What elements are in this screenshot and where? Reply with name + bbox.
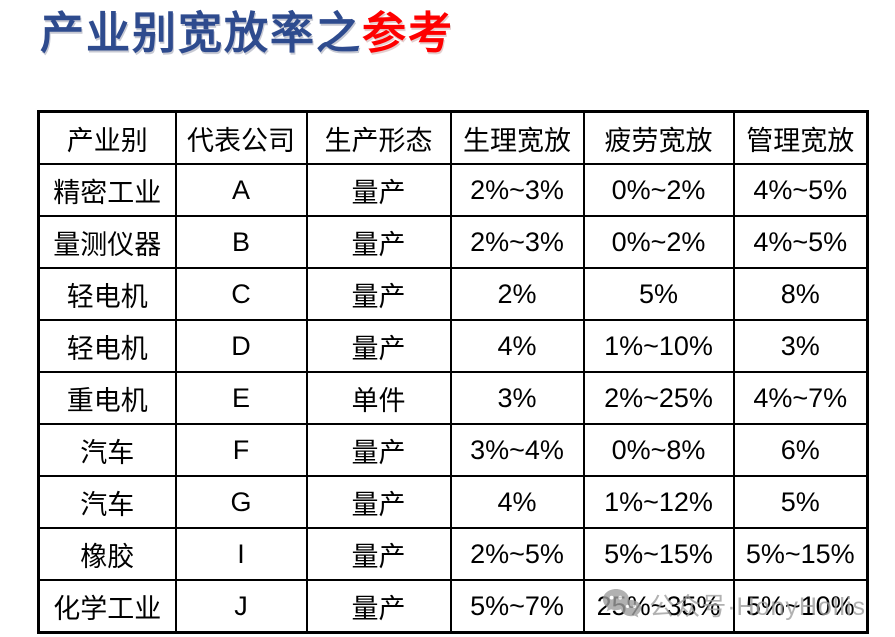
table-row: 重电机 E 单件 3% 2%~25% 4%~7% (37, 371, 869, 425)
table-cell: F (174, 423, 308, 477)
table-cell: 1%~10% (582, 319, 735, 373)
table-cell: 重电机 (37, 371, 177, 425)
table-row: 汽车 F 量产 3%~4% 0%~8% 6% (37, 423, 869, 477)
page-title-red-part: 参考 (362, 9, 454, 58)
table-cell: 2%~5% (449, 527, 585, 581)
table-row: 精密工业 A 量产 2%~3% 0%~2% 4%~5% (37, 163, 869, 217)
table-cell: A (174, 163, 308, 217)
header-cell: 疲劳宽放 (582, 110, 735, 165)
table-cell: 5%~10% (732, 579, 869, 634)
table-cell: 单件 (305, 371, 452, 425)
header-cell: 管理宽放 (732, 110, 869, 165)
table-cell: 5% (732, 475, 869, 529)
table-cell: 量产 (305, 423, 452, 477)
table-cell: 0%~2% (582, 215, 735, 269)
table-row: 橡胶 I 量产 2%~5% 5%~15% 5%~15% (37, 527, 869, 581)
table-header-row: 产业别 代表公司 生产形态 生理宽放 疲劳宽放 管理宽放 (37, 110, 869, 165)
table-row: 轻电机 C 量产 2% 5% 8% (37, 267, 869, 321)
table-cell: 3%~4% (449, 423, 585, 477)
table-cell: C (174, 267, 308, 321)
table-cell: 4%~5% (732, 163, 869, 217)
table-cell: 2%~3% (449, 163, 585, 217)
page-title: 产业别宽放率之参考 (40, 6, 454, 62)
table-cell: 6% (732, 423, 869, 477)
table-cell: 量产 (305, 527, 452, 581)
table-cell: 汽车 (37, 423, 177, 477)
table-cell: 2% (449, 267, 585, 321)
table-cell: 1%~12% (582, 475, 735, 529)
header-cell: 产业别 (37, 110, 177, 165)
table-cell: 量测仪器 (37, 215, 177, 269)
table-cell: 4% (449, 475, 585, 529)
table-cell: B (174, 215, 308, 269)
table-cell: 3% (449, 371, 585, 425)
table-cell: 量产 (305, 163, 452, 217)
table-cell: 量产 (305, 267, 452, 321)
table-cell: 4%~7% (732, 371, 869, 425)
table-cell: 5%~7% (449, 579, 585, 634)
table-cell: D (174, 319, 308, 373)
page-title-blue-part: 产业别宽放率之 (40, 9, 362, 58)
table-cell: 量产 (305, 579, 452, 634)
table-row: 汽车 G 量产 4% 1%~12% 5% (37, 475, 869, 529)
header-cell: 生产形态 (305, 110, 452, 165)
table-cell: 量产 (305, 319, 452, 373)
table-cell: J (174, 579, 308, 634)
table-cell: 5%~15% (582, 527, 735, 581)
table-cell: 3% (732, 319, 869, 373)
table-cell: 橡胶 (37, 527, 177, 581)
table-cell: 2%~3% (449, 215, 585, 269)
table-row: 量测仪器 B 量产 2%~3% 0%~2% 4%~5% (37, 215, 869, 269)
allowance-table: 产业别 代表公司 生产形态 生理宽放 疲劳宽放 管理宽放 精密工业 A 量产 2%~3% 0%~2… (37, 110, 869, 634)
header-cell: 代表公司 (174, 110, 308, 165)
table-cell: 汽车 (37, 475, 177, 529)
table-cell: G (174, 475, 308, 529)
table-cell: 5%~15% (732, 527, 869, 581)
table-cell: 25%~35% (582, 579, 735, 634)
table-cell: 精密工业 (37, 163, 177, 217)
table-cell: 轻电机 (37, 319, 177, 373)
table-cell: 0%~2% (582, 163, 735, 217)
table-cell: 量产 (305, 475, 452, 529)
table-cell: 4% (449, 319, 585, 373)
table-cell: 5% (582, 267, 735, 321)
table-cell: I (174, 527, 308, 581)
table-cell: 4%~5% (732, 215, 869, 269)
table-row: 轻电机 D 量产 4% 1%~10% 3% (37, 319, 869, 373)
table-cell: 化学工业 (37, 579, 177, 634)
table-row: 化学工业 J 量产 5%~7% 25%~35% 5%~10% (37, 579, 869, 634)
table-cell: 8% (732, 267, 869, 321)
table-cell: 轻电机 (37, 267, 177, 321)
table-cell: 2%~25% (582, 371, 735, 425)
table-cell: 量产 (305, 215, 452, 269)
table-cell: E (174, 371, 308, 425)
header-cell: 生理宽放 (449, 110, 585, 165)
table-body: 精密工业 A 量产 2%~3% 0%~2% 4%~5% 量测仪器 B 量产 2%~3% 0%~2% 4… (37, 163, 869, 634)
table-cell: 0%~8% (582, 423, 735, 477)
